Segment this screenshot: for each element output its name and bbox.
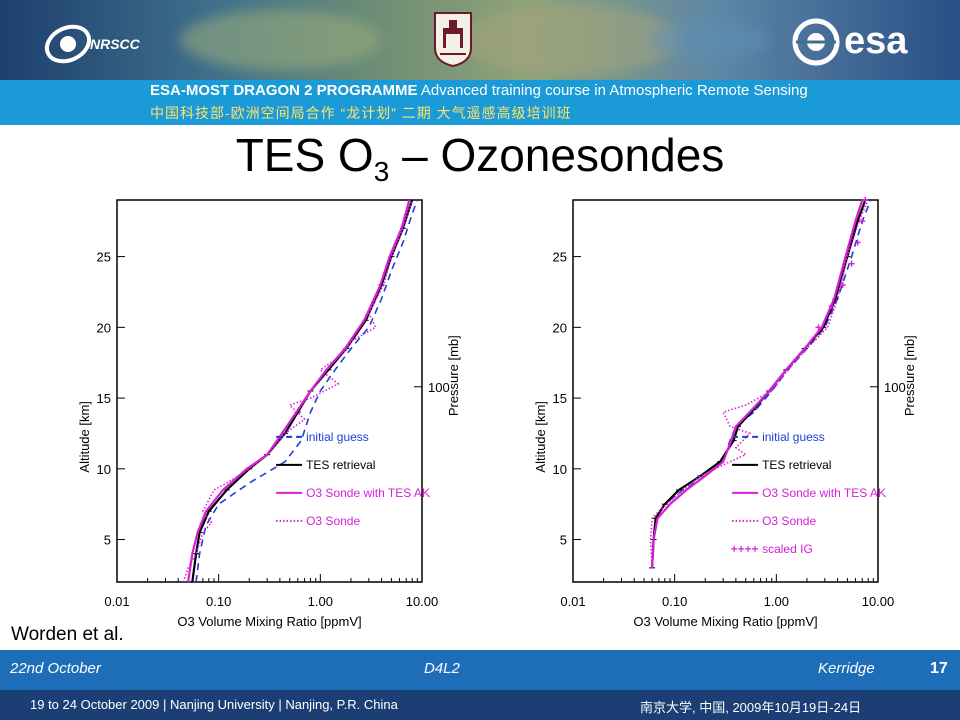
legend-swatch [731,545,738,552]
legend-label: scaled IG [762,542,813,556]
y-tick-label: 10 [97,462,111,477]
series-scaled-ig-point [815,324,822,331]
y-tick-label: 15 [97,391,111,406]
plot-frame [116,199,423,583]
legend-label: O3 Sonde with TES AK [306,486,430,500]
series-tes-retrieval [651,199,867,568]
series-o3-sonde [649,199,869,568]
series-tes-retrieval [191,199,414,583]
x-tick-label: 10.00 [862,594,895,609]
banner-line-1: ESA-MOST DRAGON 2 PROGRAMME Advanced tra… [150,82,808,99]
x-tick-label: 1.00 [764,594,789,609]
banner-course-name: Advanced training course in Atmospheric … [420,82,808,99]
banner-programme-name: ESA-MOST DRAGON 2 PROGRAMME [150,82,418,99]
legend-label: TES retrieval [762,458,831,472]
x-tick-label: 0.10 [662,594,687,609]
programme-banner: ESA-MOST DRAGON 2 PROGRAMME Advanced tra… [0,80,960,125]
esa-logo: esa [792,18,932,68]
university-seal [432,10,474,68]
x-tick-label: 1.00 [308,594,333,609]
series-initial-guess [195,199,419,583]
series-o3-sonde-with-tes-ak [651,199,864,568]
series-o3-sonde-with-tes-ak [187,199,411,583]
x-tick-label: 0.10 [206,594,231,609]
series-o3-sonde [182,199,413,583]
x-axis-label: O3 Volume Mixing Ratio [ppmV] [177,614,361,629]
y-tick-label: 25 [97,250,111,265]
header-banner-image: NRSCC esa [0,0,960,80]
legend-label: initial guess [762,430,825,444]
footer-code: D4L2 [424,660,460,677]
footer-date: 22nd October [10,660,101,677]
y2-tick-label: 100 [884,380,906,395]
legend-label: initial guess [306,430,369,444]
series-initial-guess [651,199,872,568]
nrscc-logo: NRSCC [40,18,150,68]
series-scaled-ig-point [862,197,869,203]
event-info-right: 南京大学, 中国, 2009年10月19日-24日 [640,700,862,715]
x-tick-label: 0.01 [560,594,585,609]
credit-text: Worden et al. [11,624,124,645]
series-scaled-ig-point [854,239,861,246]
series-scaled-ig-point [828,303,835,310]
event-info-bar: 19 to 24 October 2009 | Nanjing Universi… [0,690,960,720]
series-scaled-ig-point [848,260,855,267]
legend-label: O3 Sonde [306,514,360,528]
plot-frame [572,199,879,583]
y-tick-label: 25 [553,250,567,265]
y2-axis-label: Pressure [mb] [902,335,917,416]
y2-axis-label: Pressure [mb] [446,335,461,416]
y-tick-label: 20 [553,320,567,335]
right-ozone-profile-chart: 0.01 0.10 1.00 10.00 5 10 15 20 25 100 O3 Volume M… [528,196,928,651]
series-scaled-ig-point [839,281,846,288]
y-tick-label: 15 [553,391,567,406]
legend-swatch [738,545,745,552]
event-info-left: 19 to 24 October 2009 | Nanjing Universi… [30,697,398,712]
left-ozone-profile-chart: 0.01 0.10 1.00 10.00 5 10 15 20 25 100 O3 Volume M… [72,196,472,651]
y2-tick-label: 100 [428,380,450,395]
y-tick-label: 5 [104,533,111,548]
footer-bar: 22nd October D4L2 Kerridge 17 [0,650,960,690]
y-tick-label: 10 [553,462,567,477]
esa-logo-text: esa [844,20,908,62]
banner-line-2: 中国科技部-欧洲空间局合作 “龙计划” 二期 大气遥感高级培训班 [150,105,572,121]
y-axis-label: Altitude [km] [77,401,92,473]
legend-swatch [752,545,759,552]
y-axis-label: Altitude [km] [533,401,548,473]
y-tick-label: 5 [560,533,567,548]
nrscc-logo-text: NRSCC [90,36,140,52]
legend-swatch [745,545,752,552]
footer-author: Kerridge [818,660,875,677]
y-tick-label: 20 [97,320,111,335]
legend-label: O3 Sonde with TES AK [762,486,886,500]
legend-label: O3 Sonde [762,514,816,528]
x-tick-label: 10.00 [406,594,439,609]
legend-label: TES retrieval [306,458,375,472]
series-scaled-ig-point [859,218,866,225]
slide-title: TES O3 – Ozonesondes [235,129,725,187]
x-axis-label: O3 Volume Mixing Ratio [ppmV] [633,614,817,629]
x-tick-label: 0.01 [104,594,129,609]
page-number: 17 [930,660,948,677]
